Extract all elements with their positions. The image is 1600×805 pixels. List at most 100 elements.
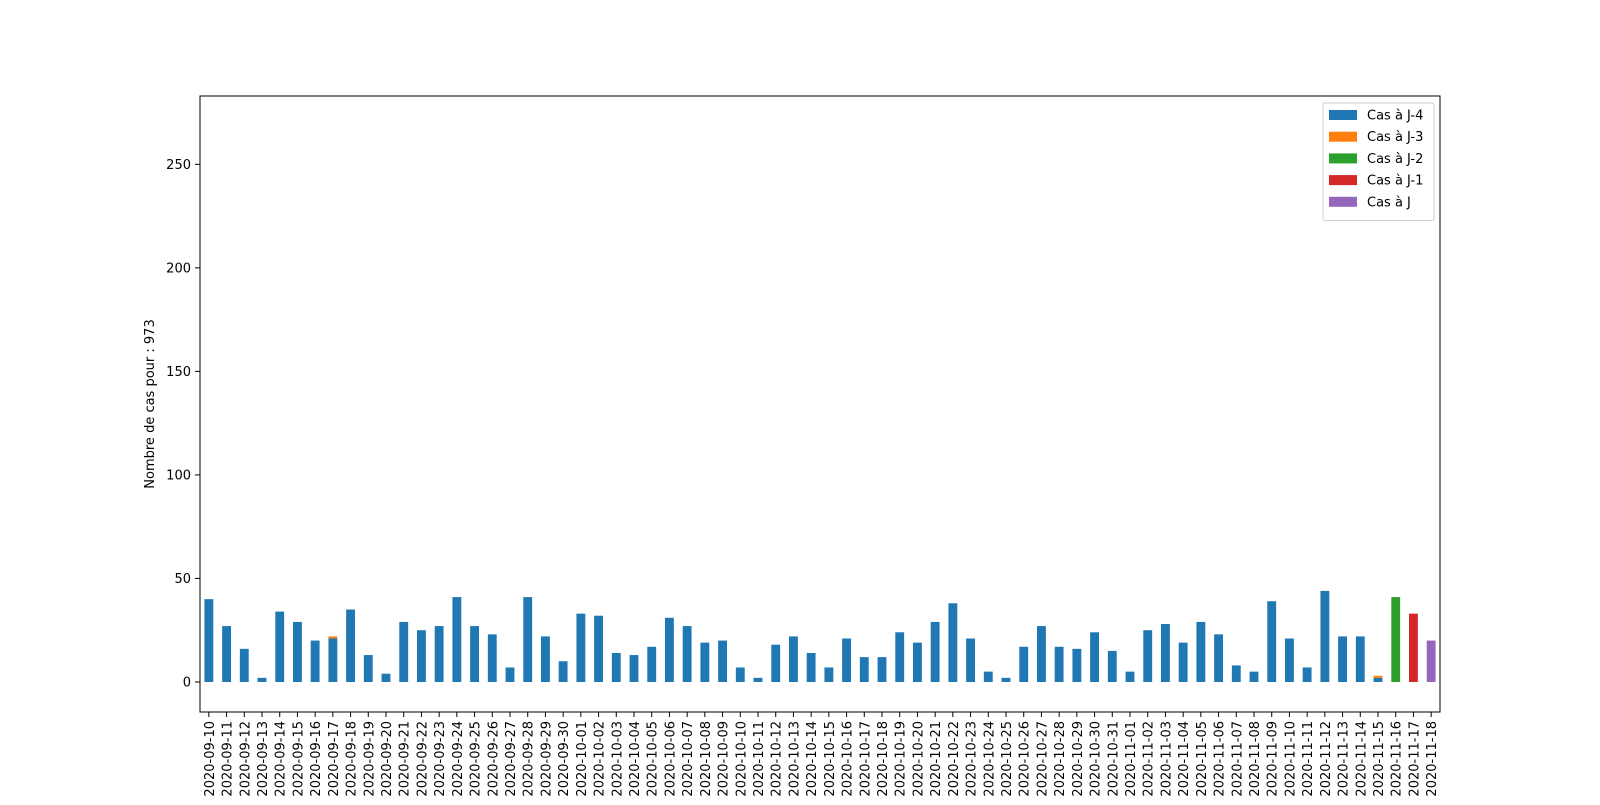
bar-2020-10-31-series-0 — [1107, 650, 1117, 682]
bar-2020-10-14-series-0 — [806, 652, 816, 682]
bar-2020-10-20-series-0 — [913, 642, 922, 682]
bar-2020-10-29-series-0 — [1072, 648, 1082, 682]
y-tick-label: 100 — [166, 468, 191, 483]
x-tick-label: 2020-11-09 — [1266, 721, 1281, 797]
x-tick-label: 2020-09-26 — [486, 721, 501, 797]
x-tick-label: 2020-11-18 — [1425, 721, 1440, 797]
bar-2020-09-29-series-0 — [541, 636, 550, 682]
bar-2020-09-17-series-1 — [328, 636, 338, 639]
x-tick-label: 2020-10-14 — [805, 721, 820, 797]
bar-2020-10-18-series-0 — [877, 657, 887, 682]
plot-frame — [199, 95, 1441, 713]
bar-2020-10-30-series-0 — [1090, 632, 1099, 682]
legend-swatch — [1329, 175, 1357, 186]
bar-2020-09-26-series-0 — [487, 634, 497, 682]
x-tick-label: 2020-09-17 — [327, 721, 342, 797]
bar-2020-09-21-series-0 — [399, 621, 409, 682]
bar-2020-11-17-series-3 — [1409, 613, 1418, 682]
bar-2020-10-01-series-0 — [576, 613, 586, 682]
y-axis: 0 50 100 150 200 250 — [166, 158, 200, 690]
bar-2020-11-02-series-0 — [1143, 630, 1153, 682]
bar-2020-10-27-series-0 — [1037, 626, 1046, 682]
x-tick-label: 2020-09-16 — [309, 721, 324, 797]
x-tick-label: 2020-09-21 — [398, 721, 413, 797]
x-axis: 2020-09-10 2020-09-11 2020-09-12 2020-09-13… — [203, 712, 1440, 797]
x-tick-label: 2020-10-30 — [1089, 721, 1104, 797]
x-tick-label: 2020-10-05 — [646, 721, 661, 797]
bar-2020-11-04-series-0 — [1178, 642, 1188, 682]
x-tick-label: 2020-10-17 — [858, 721, 873, 797]
bar-2020-10-26-series-0 — [1019, 646, 1029, 682]
y-tick-label: 50 — [174, 572, 191, 587]
bar-2020-09-20-series-0 — [381, 673, 391, 682]
bar-2020-11-16-series-2 — [1391, 597, 1401, 682]
x-tick-label: 2020-10-29 — [1071, 721, 1086, 797]
y-tick-label: 200 — [166, 261, 191, 276]
bar-2020-10-25-series-0 — [1001, 677, 1011, 682]
x-tick-label: 2020-11-12 — [1319, 721, 1334, 797]
bar-2020-11-15-series-0 — [1373, 677, 1383, 682]
x-tick-label: 2020-10-31 — [1106, 721, 1121, 797]
x-tick-label: 2020-09-13 — [256, 721, 271, 797]
bar-2020-10-12-series-0 — [771, 644, 781, 682]
legend-swatch — [1329, 131, 1357, 142]
bar-2020-11-13-series-0 — [1338, 636, 1347, 682]
x-tick-label: 2020-11-04 — [1177, 721, 1192, 797]
bar-2020-10-10-series-0 — [735, 667, 745, 682]
legend-label: Cas à J-3 — [1367, 130, 1423, 145]
legend-label: Cas à J-1 — [1367, 174, 1423, 189]
bar-2020-10-16-series-0 — [842, 638, 851, 682]
x-tick-label: 2020-11-17 — [1407, 721, 1422, 797]
x-tick-label: 2020-09-30 — [557, 721, 572, 797]
x-tick-label: 2020-09-24 — [451, 721, 466, 797]
bar-2020-10-02-series-0 — [594, 615, 603, 682]
x-tick-label: 2020-09-20 — [380, 721, 395, 797]
x-tick-label: 2020-10-10 — [734, 721, 749, 797]
bar-2020-09-25-series-0 — [470, 626, 479, 682]
x-tick-label: 2020-10-15 — [823, 721, 838, 797]
bar-2020-10-05-series-0 — [647, 646, 657, 682]
legend-swatch — [1329, 110, 1357, 120]
x-tick-label: 2020-09-29 — [539, 721, 554, 797]
x-tick-label: 2020-10-26 — [1018, 721, 1033, 797]
x-tick-label: 2020-11-03 — [1159, 721, 1174, 797]
x-tick-label: 2020-09-28 — [522, 721, 537, 797]
bar-2020-10-08-series-0 — [700, 642, 710, 682]
bar-2020-09-16-series-0 — [310, 640, 320, 682]
bar-2020-10-07-series-0 — [682, 626, 692, 682]
bar-2020-11-03-series-0 — [1161, 624, 1170, 682]
bar-2020-11-09-series-0 — [1267, 601, 1277, 682]
bar-2020-11-06-series-0 — [1214, 634, 1223, 682]
x-tick-label: 2020-11-11 — [1301, 721, 1316, 797]
y-tick-label: 0 — [183, 675, 191, 690]
x-tick-label: 2020-11-07 — [1230, 721, 1245, 797]
bar-2020-09-27-series-0 — [505, 667, 515, 682]
x-tick-label: 2020-10-27 — [1035, 721, 1050, 797]
x-tick-label: 2020-11-16 — [1390, 721, 1405, 797]
bar-2020-11-12-series-0 — [1320, 590, 1330, 682]
x-tick-label: 2020-10-12 — [770, 721, 785, 797]
x-tick-label: 2020-09-22 — [415, 721, 430, 797]
x-tick-label: 2020-11-13 — [1337, 721, 1352, 797]
bars-layer — [204, 590, 1436, 682]
x-tick-label: 2020-10-23 — [965, 721, 980, 797]
x-tick-label: 2020-09-19 — [362, 721, 377, 797]
x-tick-label: 2020-10-22 — [947, 721, 962, 797]
x-tick-label: 2020-11-10 — [1283, 721, 1298, 797]
bar-2020-09-22-series-0 — [417, 630, 426, 682]
x-tick-label: 2020-10-04 — [628, 721, 643, 797]
bar-2020-09-14-series-0 — [275, 611, 285, 682]
bar-2020-09-18-series-0 — [346, 609, 355, 682]
x-tick-label: 2020-10-13 — [787, 721, 802, 797]
x-tick-label: 2020-10-21 — [929, 721, 944, 797]
bar-2020-11-01-series-0 — [1125, 671, 1135, 682]
bar-2020-11-05-series-0 — [1196, 621, 1206, 682]
x-tick-label: 2020-10-08 — [699, 721, 714, 797]
legend-label: Cas à J — [1367, 195, 1411, 210]
x-tick-label: 2020-10-25 — [1000, 721, 1015, 797]
x-tick-label: 2020-10-16 — [841, 721, 856, 797]
legend-label: Cas à J-2 — [1367, 152, 1423, 167]
bar-2020-10-04-series-0 — [629, 655, 639, 682]
bar-2020-11-18-series-4 — [1426, 640, 1436, 682]
